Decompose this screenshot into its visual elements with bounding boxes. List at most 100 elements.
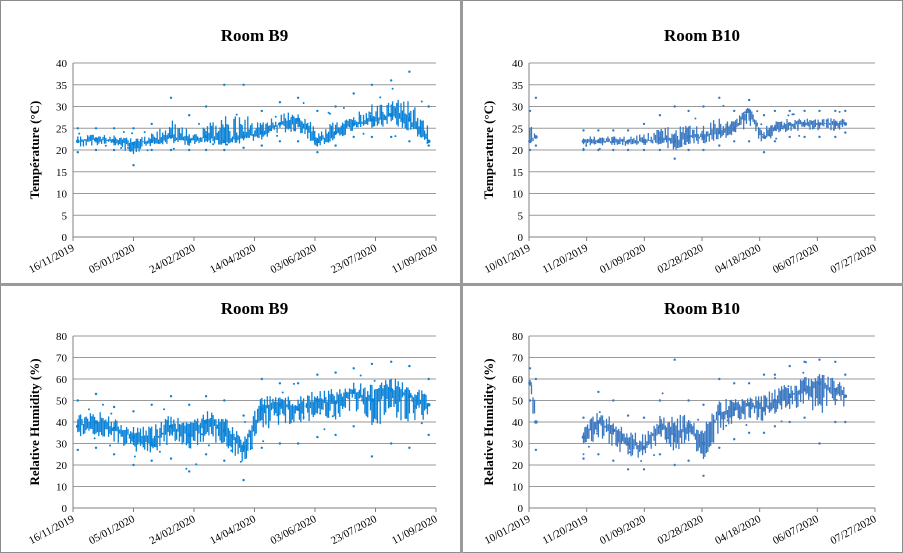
data-point	[112, 127, 116, 130]
data-point	[835, 399, 838, 402]
data-point	[687, 399, 690, 402]
data-point	[110, 412, 113, 415]
data-point	[768, 134, 771, 137]
data-point	[834, 135, 837, 139]
data-point	[112, 405, 116, 409]
data-point	[207, 444, 210, 447]
data-point	[316, 373, 319, 376]
y-tick-label: 40	[512, 417, 524, 429]
data-point	[534, 144, 538, 147]
data-point	[239, 460, 242, 463]
y-tick-label: 70	[512, 353, 524, 365]
data-point	[697, 418, 700, 421]
x-tick-label: 07/27/2020	[829, 242, 879, 276]
data-point	[132, 410, 135, 413]
data-point	[787, 385, 790, 388]
vertical-divider	[460, 0, 463, 553]
data-point	[390, 360, 393, 363]
data-point	[832, 128, 835, 131]
x-tick-label: 01/09/2020	[598, 242, 648, 276]
x-tick-label: 05/01/2020	[87, 513, 137, 547]
data-point	[803, 360, 806, 363]
data-point	[276, 134, 279, 137]
y-axis-label: Relative Humidity (%)	[481, 358, 496, 485]
y-tick-label: 40	[56, 417, 68, 429]
data-point	[673, 358, 676, 361]
data-point	[597, 453, 600, 456]
data-point	[223, 399, 226, 402]
chart-panel-rh-b10: Room B10 Relative Humidity (%) 0 10 20 30 40 50…	[462, 285, 903, 553]
data-point	[223, 459, 226, 462]
data-point	[204, 105, 208, 108]
data-point	[658, 453, 662, 456]
data-point	[260, 144, 263, 147]
data-point	[597, 129, 600, 132]
data-point	[667, 437, 669, 440]
data-point	[844, 109, 847, 113]
data-point	[112, 148, 116, 152]
x-tick-label: 04/18/2020	[713, 513, 763, 547]
data-point	[189, 138, 192, 141]
data-point	[788, 135, 791, 139]
data-point	[391, 87, 394, 90]
data-point	[673, 105, 676, 108]
data-point	[331, 415, 334, 418]
data-point	[408, 70, 411, 73]
data-point	[762, 151, 766, 154]
x-tick-label: 11/20/2019	[541, 513, 591, 547]
data-point	[370, 83, 374, 87]
data-point	[687, 148, 690, 152]
y-axis-label: Température (°C)	[27, 101, 42, 200]
data-point	[775, 137, 778, 140]
y-tick-label: 30	[512, 439, 524, 451]
x-tick-label: 01/09/2020	[598, 513, 648, 547]
y-tick-label: 5	[62, 210, 68, 222]
data-point	[278, 101, 282, 104]
data-point	[150, 403, 153, 406]
data-point	[844, 131, 847, 134]
data-point	[132, 127, 135, 130]
data-point	[120, 147, 123, 149]
data-point	[626, 129, 630, 132]
chart-panel-temp-b9: Room B9 Température (°C) 0 5 10 15 20 25 30 35 40 1…	[0, 0, 461, 284]
data-point	[687, 459, 690, 462]
data-point	[702, 148, 705, 152]
x-tick-label: 10/01/2019	[483, 242, 533, 276]
data-point	[242, 83, 245, 87]
y-tick-label: 20	[512, 460, 524, 472]
data-point	[163, 408, 166, 411]
y-tick-label: 60	[512, 374, 524, 386]
x-tick-label: 11/09/2020	[390, 242, 440, 276]
data-point	[292, 382, 295, 385]
y-tick-label: 30	[512, 102, 524, 114]
data-point	[158, 450, 161, 453]
y-tick-label: 40	[56, 58, 68, 70]
data-point	[94, 446, 98, 449]
data-point	[834, 360, 837, 363]
data-point	[694, 117, 697, 120]
data-point	[612, 129, 615, 132]
data-point	[747, 98, 751, 102]
data-point	[302, 416, 305, 419]
data-point	[362, 132, 365, 135]
y-tick-label: 15	[56, 167, 68, 179]
data-point	[582, 148, 585, 152]
data-point	[401, 117, 404, 120]
data-point	[661, 392, 664, 395]
data-point	[762, 114, 766, 117]
data-point	[427, 377, 430, 381]
data-point	[597, 390, 600, 394]
y-tick-label: 20	[56, 460, 68, 472]
y-tick-label: 50	[512, 396, 524, 408]
data-point	[274, 115, 277, 118]
data-point	[150, 148, 153, 152]
data-point	[251, 447, 253, 450]
data-point	[747, 140, 751, 143]
data-point	[278, 140, 282, 143]
data-point	[788, 420, 791, 424]
y-tick-label: 30	[56, 102, 68, 114]
data-point	[394, 135, 397, 138]
data-point	[78, 132, 81, 135]
data-point	[684, 130, 687, 133]
data-point	[278, 382, 282, 385]
